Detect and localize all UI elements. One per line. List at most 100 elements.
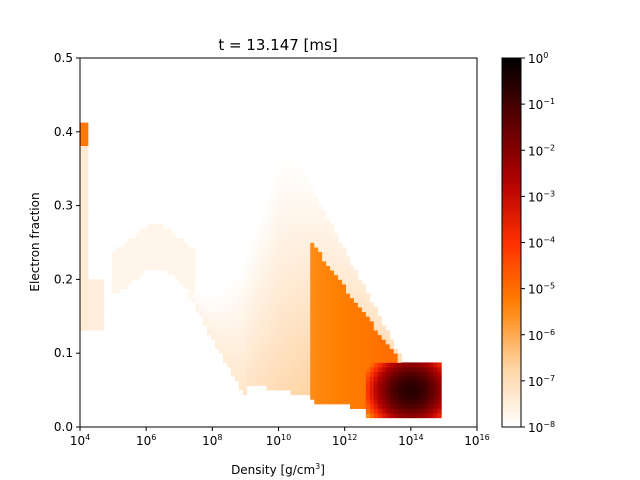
- heatmap-cell: [254, 237, 260, 243]
- heatmap-cell: [254, 320, 260, 326]
- heatmap-cell: [322, 233, 327, 239]
- heatmap-cell: [127, 237, 133, 243]
- heatmap-cell: [262, 334, 267, 340]
- heatmap-cell: [425, 380, 430, 386]
- heatmap-cell: [314, 270, 319, 276]
- heatmap-cell: [294, 247, 299, 253]
- heatmap-cell: [83, 270, 89, 276]
- heatmap-cell: [361, 348, 367, 354]
- heatmap-cell: [361, 353, 367, 359]
- heatmap-cell: [254, 380, 260, 386]
- heatmap-cell: [179, 279, 184, 285]
- heatmap-cell: [278, 302, 283, 308]
- heatmap-cell: [365, 376, 371, 382]
- heatmap-cell: [254, 371, 260, 377]
- heatmap-cell: [330, 247, 335, 253]
- heatmap-cell: [290, 357, 295, 363]
- heatmap-cell: [238, 293, 244, 299]
- heatmap-cell: [369, 325, 375, 331]
- heatmap-cell: [306, 302, 311, 308]
- heatmap-cell: [318, 302, 323, 308]
- heatmap-cell: [258, 274, 264, 280]
- heatmap-cell: [234, 265, 240, 271]
- heatmap-cell: [262, 242, 267, 248]
- heatmap-cell: [349, 316, 355, 322]
- heatmap-cell: [326, 367, 331, 373]
- heatmap-cell: [80, 307, 85, 313]
- heatmap-cell: [437, 390, 442, 396]
- heatmap-cell: [338, 284, 343, 290]
- heatmap-cell: [191, 256, 196, 262]
- heatmap-cell: [266, 325, 271, 331]
- heatmap-cell: [302, 339, 307, 345]
- heatmap-cell: [330, 367, 335, 373]
- heatmap-cell: [199, 288, 204, 294]
- heatmap-cell: [278, 214, 283, 220]
- heatmap-cell: [266, 237, 271, 243]
- heatmap-cell: [425, 413, 430, 419]
- heatmap-cell: [274, 164, 279, 170]
- heatmap-cell: [95, 288, 101, 294]
- heatmap-cell: [111, 251, 117, 257]
- heatmap-cell: [246, 320, 252, 326]
- heatmap-cell: [421, 376, 426, 382]
- heatmap-cell: [274, 200, 279, 206]
- heatmap-cell: [250, 284, 256, 290]
- heatmap-cell: [262, 325, 267, 331]
- y-tick-label: 0.2: [54, 272, 73, 286]
- heatmap-cell: [242, 279, 248, 285]
- heatmap-cell: [270, 177, 275, 183]
- heatmap-cell: [314, 380, 319, 386]
- heatmap-cell: [250, 214, 256, 220]
- heatmap-cell: [203, 297, 208, 303]
- heatmap-cell: [80, 237, 85, 243]
- heatmap-cell: [342, 339, 347, 345]
- heatmap-cell: [373, 367, 379, 373]
- heatmap-cell: [282, 242, 287, 248]
- heatmap-cell: [131, 247, 136, 253]
- heatmap-cell: [306, 270, 311, 276]
- heatmap-cell: [270, 210, 275, 216]
- heatmap-cell: [159, 233, 164, 239]
- heatmap-cell: [258, 339, 264, 345]
- heatmap-cell: [298, 265, 303, 271]
- heatmap-cell: [254, 247, 260, 253]
- heatmap-cell: [226, 334, 232, 340]
- heatmap-cell: [322, 348, 327, 354]
- heatmap-cell: [238, 260, 244, 266]
- heatmap-cell: [238, 251, 244, 257]
- heatmap-cell: [302, 210, 307, 216]
- heatmap-cell: [191, 270, 196, 276]
- heatmap-cell: [345, 256, 351, 262]
- heatmap-cell: [262, 200, 267, 206]
- heatmap-cell: [222, 279, 228, 285]
- heatmap-cell: [278, 187, 283, 193]
- heatmap-cell: [278, 200, 283, 206]
- heatmap-cell: [262, 279, 267, 285]
- heatmap-cell: [306, 362, 311, 368]
- heatmap-cell: [294, 320, 299, 326]
- heatmap-cell: [429, 394, 434, 400]
- heatmap-cell: [80, 293, 85, 299]
- heatmap-cell: [246, 293, 252, 299]
- heatmap-cell: [167, 242, 172, 248]
- heatmap-cell: [298, 233, 303, 239]
- heatmap-cell: [326, 242, 331, 248]
- heatmap-cell: [95, 293, 101, 299]
- heatmap-cell: [433, 399, 438, 405]
- heatmap-cell: [318, 237, 323, 243]
- heatmap-cell: [234, 348, 240, 354]
- heatmap-cell: [298, 376, 303, 382]
- heatmap-cell: [290, 265, 295, 271]
- heatmap-cell: [302, 177, 307, 183]
- heatmap-cell: [326, 394, 331, 400]
- heatmap-cell: [278, 242, 283, 248]
- heatmap-cell: [123, 274, 129, 280]
- heatmap-cell: [278, 343, 283, 349]
- heatmap-cell: [246, 270, 252, 276]
- heatmap-cell: [151, 233, 156, 239]
- heatmap-cell: [278, 164, 283, 170]
- heatmap-cell: [262, 320, 267, 326]
- heatmap-cell: [310, 196, 315, 202]
- heatmap-cell: [314, 357, 319, 363]
